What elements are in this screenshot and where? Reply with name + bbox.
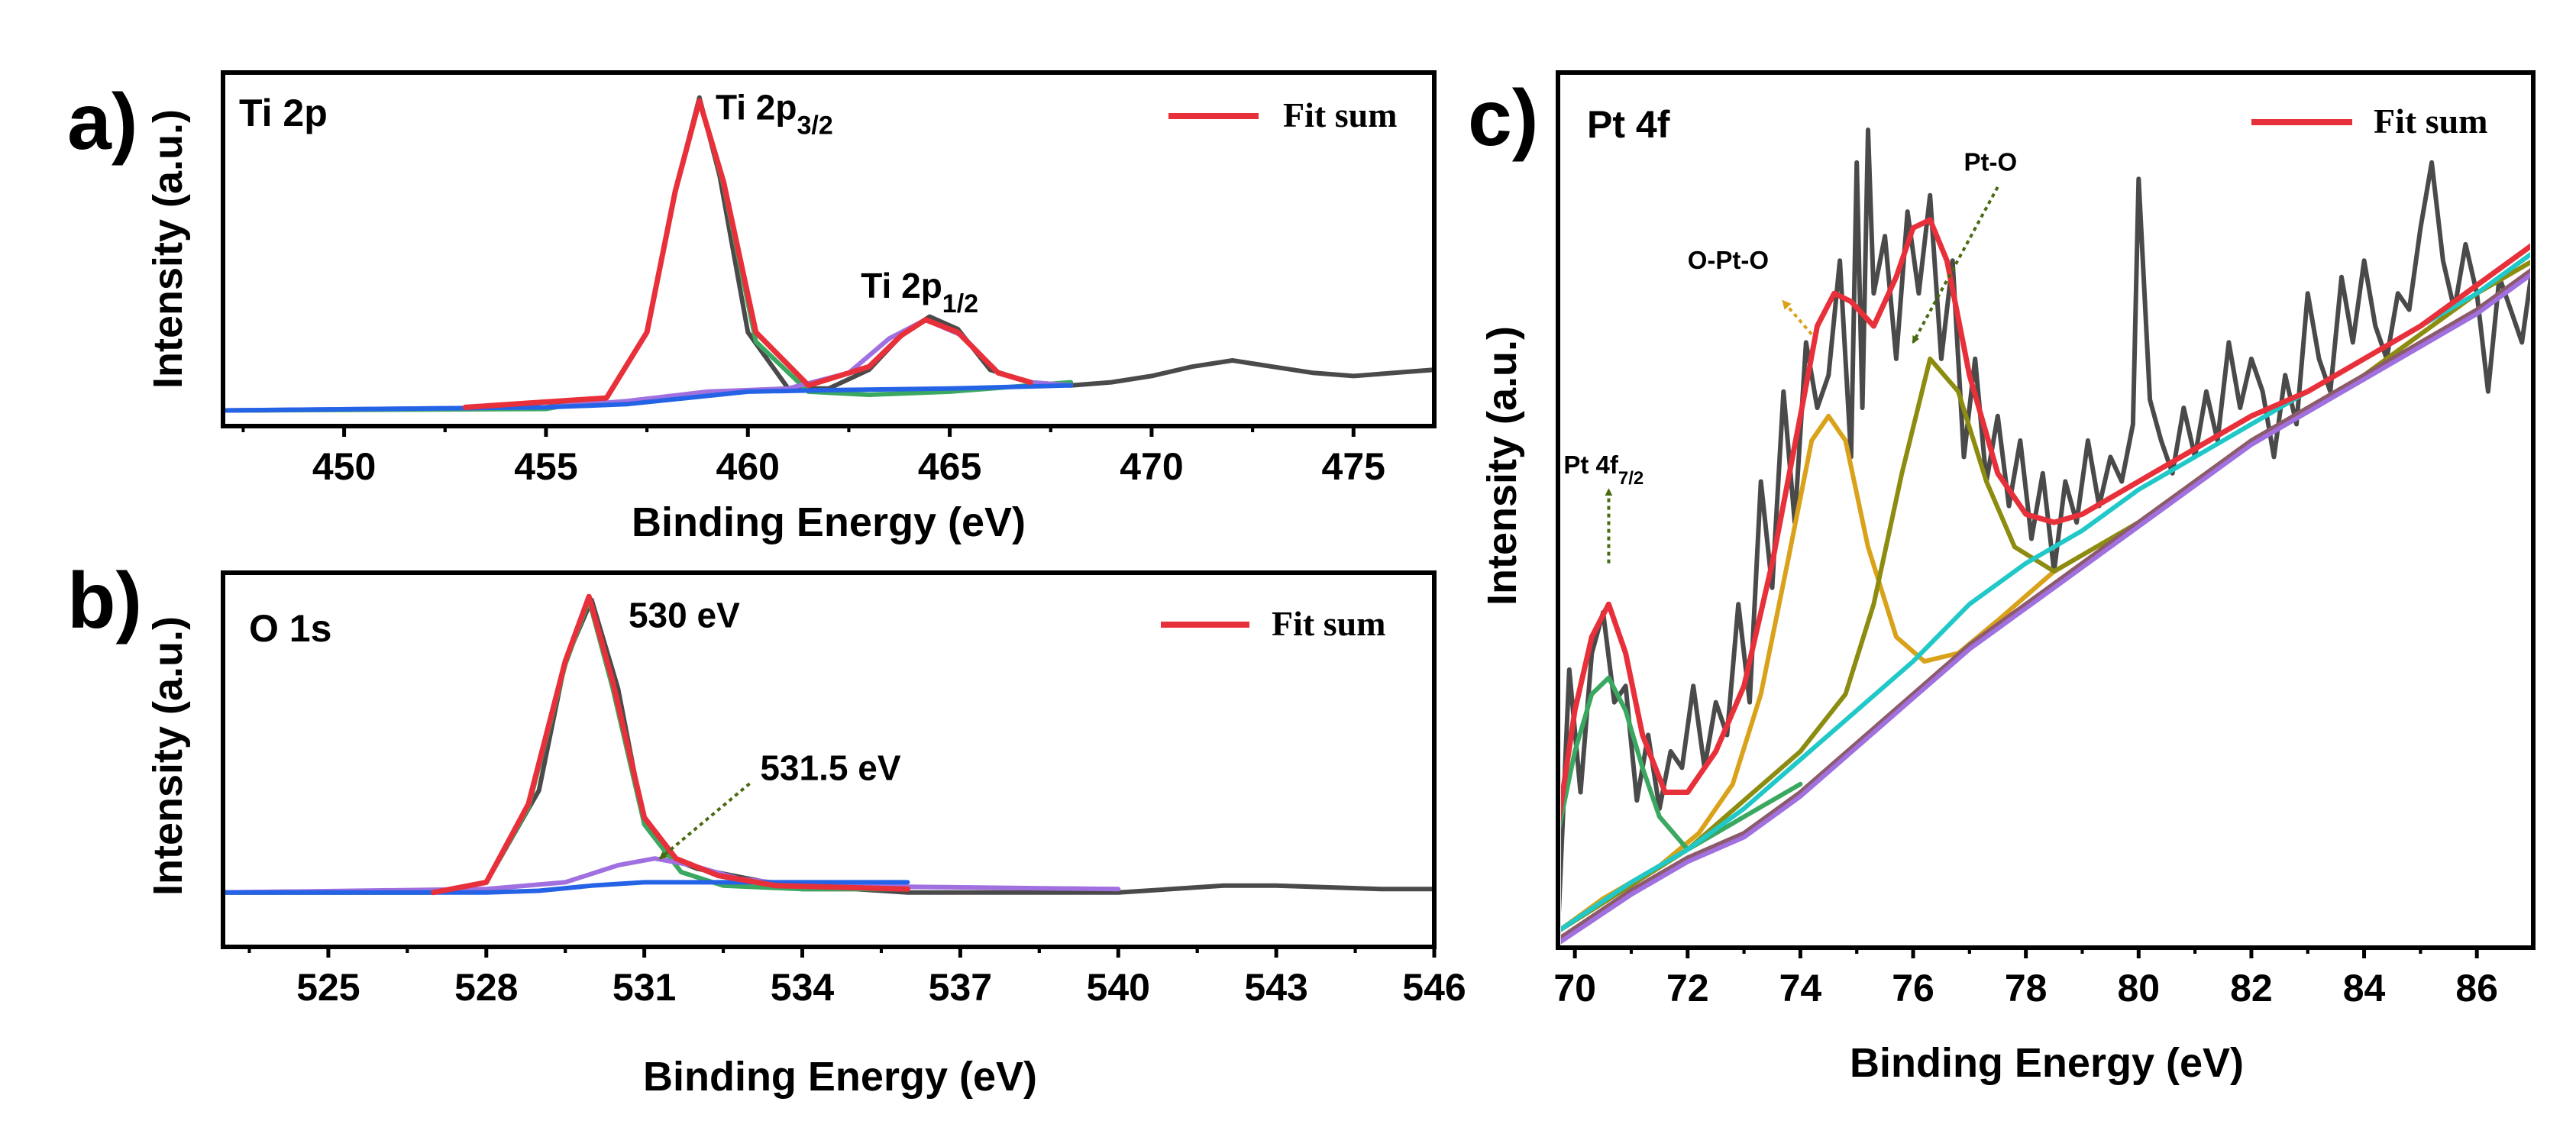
peak-annotation: 531.5 eV (760, 748, 900, 788)
panel-label-c: Pt 4f (1587, 103, 1670, 146)
legend-label-c: Fit sum (2374, 102, 2488, 141)
series-line-raw (225, 95, 1432, 413)
x-tick-label: 74 (1779, 967, 1822, 1010)
chart-panel-c: c) Pt 4f Intensity (a.u.) Binding Energy… (1468, 70, 2536, 1086)
series-line-blue (225, 880, 910, 895)
panel-letter-a: a) (67, 78, 137, 166)
x-tick-label: 528 (454, 966, 518, 1009)
x-tick-label: 70 (1553, 967, 1596, 1010)
series-line-green (225, 98, 1074, 413)
chart-panel-a: a) Ti 2p Intensity (a.u.) Binding Energy… (67, 70, 1437, 545)
series-line-purple (1561, 272, 2530, 945)
x-tick-label: 543 (1244, 966, 1307, 1009)
chart-panel-b: b) O 1s Intensity (a.u.) Binding Energy … (67, 557, 1466, 1100)
x-tick-label: 455 (514, 445, 577, 488)
series-line-raw (225, 597, 1432, 895)
annotations-a: Ti 2p3/2 Ti 2p1/2 (716, 87, 978, 318)
x-tick-label: 470 (1120, 445, 1183, 488)
x-tick-label: 86 (2455, 967, 2498, 1010)
legend-c: Fit sum (2251, 102, 2488, 141)
legend-label-a: Fit sum (1283, 95, 1398, 134)
y-axis-title-c: Intensity (a.u.) (1479, 326, 1525, 606)
x-tick-label: 465 (918, 445, 981, 488)
y-axis-title-b: Intensity (a.u.) (145, 616, 191, 896)
x-axis-title-b: Binding Energy (eV) (643, 1054, 1037, 1100)
annotation-arrow (1912, 186, 1999, 344)
peak-annotation: Pt-O (1964, 148, 2017, 176)
x-tick-label: 72 (1666, 967, 1709, 1010)
panel-label-a: Ti 2p (239, 92, 328, 134)
x-ticks-c: 70 72 74 76 78 80 82 84 86 (1553, 948, 2498, 1010)
peak-annotation: Ti 2p1/2 (861, 266, 978, 318)
annotation-arrow (1782, 299, 1813, 336)
legend-b: Fit sum (1161, 604, 1386, 643)
series-group-c (1561, 128, 2530, 945)
x-ticks-b: 525 528 531 534 537 540 543 546 (247, 947, 1466, 1009)
plot-frame-c (1556, 70, 2536, 950)
panel-letter-c: c) (1468, 74, 1538, 163)
x-axis-title-a: Binding Energy (eV) (632, 499, 1026, 545)
x-tick-label: 82 (2230, 967, 2273, 1010)
x-tick-label: 78 (2005, 967, 2048, 1010)
x-tick-label: 546 (1402, 966, 1466, 1009)
panel-letter-b: b) (67, 557, 142, 645)
x-tick-label: 80 (2117, 967, 2160, 1010)
panel-label-b: O 1s (249, 607, 331, 650)
plot-frame-b (221, 570, 1437, 949)
series-group-a (225, 95, 1432, 413)
series-group-b (225, 593, 1432, 896)
x-tick-label: 540 (1087, 966, 1150, 1009)
series-line-green (1561, 675, 1803, 852)
x-tick-label: 525 (296, 966, 360, 1009)
x-tick-label: 460 (716, 445, 780, 488)
legend-a: Fit sum (1168, 95, 1398, 134)
legend-label-b: Fit sum (1272, 604, 1386, 643)
x-tick-label: 76 (1892, 967, 1934, 1010)
series-line-purple (225, 856, 1121, 895)
x-ticks-a: 450 455 460 465 470 475 (241, 426, 1385, 488)
peak-annotation: 530 eV (629, 595, 740, 635)
annotations-c: Pt-O O-Pt-O Pt 4f7/2 (1563, 148, 2017, 564)
series-line-fit-sum (462, 98, 1033, 410)
annotations-b: 530 eV 531.5 eV (629, 595, 901, 860)
peak-annotation: Pt 4f7/2 (1563, 451, 1644, 489)
peak-annotation: Ti 2p3/2 (716, 87, 833, 140)
series-line-fit-sum (1561, 217, 2530, 823)
series-line-fit-sum (431, 593, 910, 896)
plot-frame-a (221, 70, 1437, 428)
x-tick-label: 475 (1322, 445, 1385, 488)
x-tick-label: 537 (929, 966, 992, 1009)
y-axis-title-a: Intensity (a.u.) (145, 109, 191, 389)
x-tick-label: 450 (312, 445, 376, 488)
annotation-arrow (658, 782, 751, 860)
x-tick-label: 84 (2343, 967, 2386, 1010)
series-line-brown (1561, 268, 2530, 941)
series-line-blue (225, 383, 1074, 413)
x-axis-title-c: Binding Energy (eV) (1850, 1040, 2244, 1086)
x-tick-label: 534 (771, 966, 835, 1009)
x-tick-label: 531 (612, 966, 676, 1009)
peak-annotation: O-Pt-O (1688, 246, 1769, 274)
